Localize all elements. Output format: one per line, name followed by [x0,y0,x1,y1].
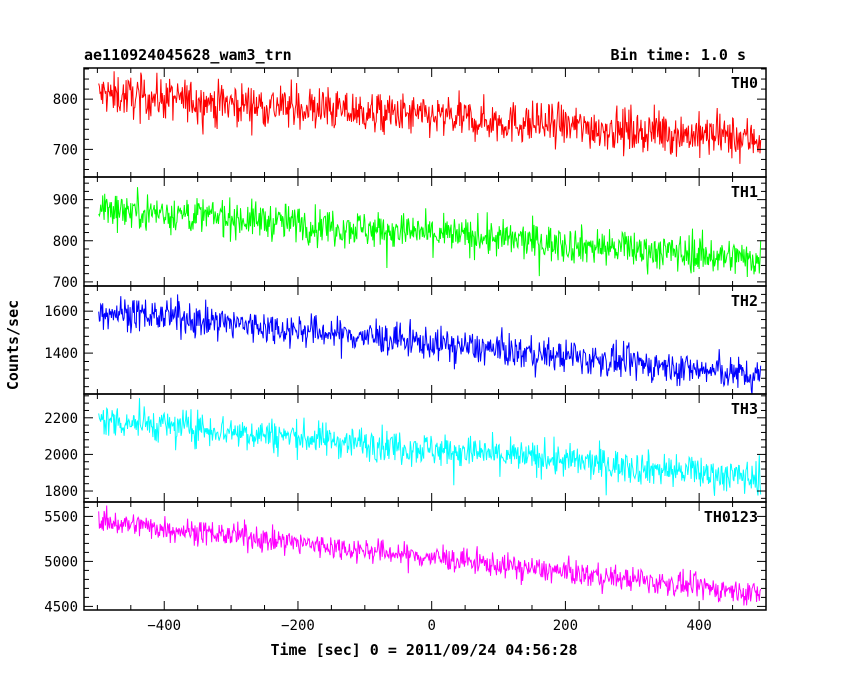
y-tick-label: 800 [53,234,78,250]
panel-th0: 700 800 TH0 [53,67,767,178]
series-line-th1 [98,187,762,278]
series-line-th0 [98,71,762,164]
y-axis-label: Counts/sec [4,300,22,390]
series-line-th3 [98,398,762,496]
panel-th0123: 4500 5000 5500 TH0123 [44,501,767,615]
y-tick-label: 2000 [44,447,78,463]
x-axis: −400 −200 0 200 400 [147,618,711,634]
panel-th1: 700 800 900 TH1 [53,176,767,291]
y-tick-label: 700 [53,275,78,291]
panel-label-th1: TH1 [731,183,758,201]
panel-label-th3: TH3 [731,400,758,418]
panel-label-th0: TH0 [731,74,758,92]
panel-label-th0123: TH0123 [704,508,758,526]
x-axis-label: Time [sec] 0 = 2011/09/24 04:56:28 [270,641,577,659]
chart-title: ae110924045628_wam3_trn [84,46,292,64]
series-line-th0123 [98,505,762,606]
panel-frame [83,393,767,503]
y-tick-label: 1400 [44,346,78,362]
series-line-th2 [98,294,762,394]
bin-time-label: Bin time: 1.0 s [611,46,746,64]
y-tick-label: 5500 [44,509,78,525]
panel-label-th2: TH2 [731,292,758,310]
y-tick-label: 900 [53,193,78,209]
x-tick-label: 0 [427,618,435,634]
x-tick-label: 200 [553,618,578,634]
x-tick-label: −200 [281,618,315,634]
y-tick-label: 700 [53,142,78,158]
y-tick-label: 800 [53,92,78,108]
y-tick-label: 2200 [44,411,78,427]
y-tick-label: 1600 [44,304,78,320]
panels: 700 800 TH0 700 800 900 TH1 1400 1600 TH2 1800 2000… [44,67,767,615]
x-tick-label: 400 [686,618,711,634]
panel-th3: 1800 2000 2200 TH3 [44,393,767,503]
panel-th2: 1400 1600 TH2 [44,285,767,395]
y-tick-label: 5000 [44,554,78,570]
panel-frame [83,501,767,611]
x-tick-label: −400 [147,618,181,634]
y-tick-label: 1800 [44,484,78,500]
y-tick-label: 4500 [44,599,78,615]
